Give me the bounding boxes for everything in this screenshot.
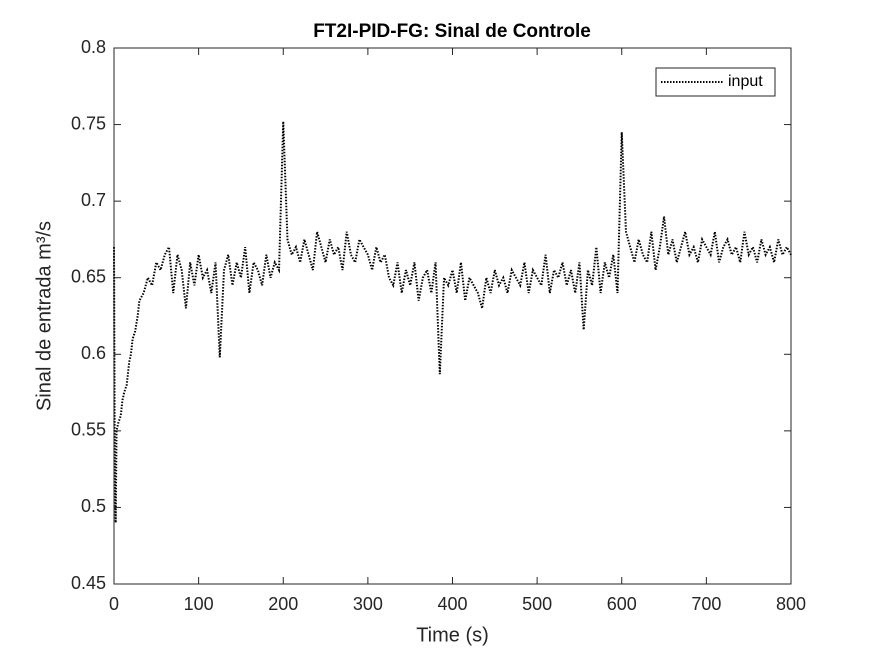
legend-label: input xyxy=(728,73,763,90)
x-tick-label: 100 xyxy=(184,594,214,614)
x-tick-label: 400 xyxy=(437,594,467,614)
y-tick-label: 0.65 xyxy=(71,266,106,286)
y-tick-label: 0.6 xyxy=(81,343,106,363)
y-tick-label: 0.5 xyxy=(81,496,106,516)
x-tick-label: 800 xyxy=(776,594,806,614)
x-tick-label: 500 xyxy=(522,594,552,614)
x-tick-label: 700 xyxy=(691,594,721,614)
x-tick-label: 300 xyxy=(353,594,383,614)
x-tick-label: 600 xyxy=(607,594,637,614)
y-tick-label: 0.75 xyxy=(71,113,106,133)
y-tick-label: 0.55 xyxy=(71,420,106,440)
x-tick-label: 200 xyxy=(268,594,298,614)
y-tick-label: 0.8 xyxy=(81,37,106,57)
chart-title: FT2I-PID-FG: Sinal de Controle xyxy=(313,21,591,42)
x-tick-label: 0 xyxy=(109,594,119,614)
y-tick-label: 0.7 xyxy=(81,190,106,210)
x-axis-label: Time (s) xyxy=(416,624,489,646)
plot-area xyxy=(113,47,792,585)
data-line xyxy=(113,121,792,523)
y-tick-label: 0.45 xyxy=(71,573,106,593)
y-axis-label: Sinal de entrada m³/s xyxy=(33,221,55,411)
